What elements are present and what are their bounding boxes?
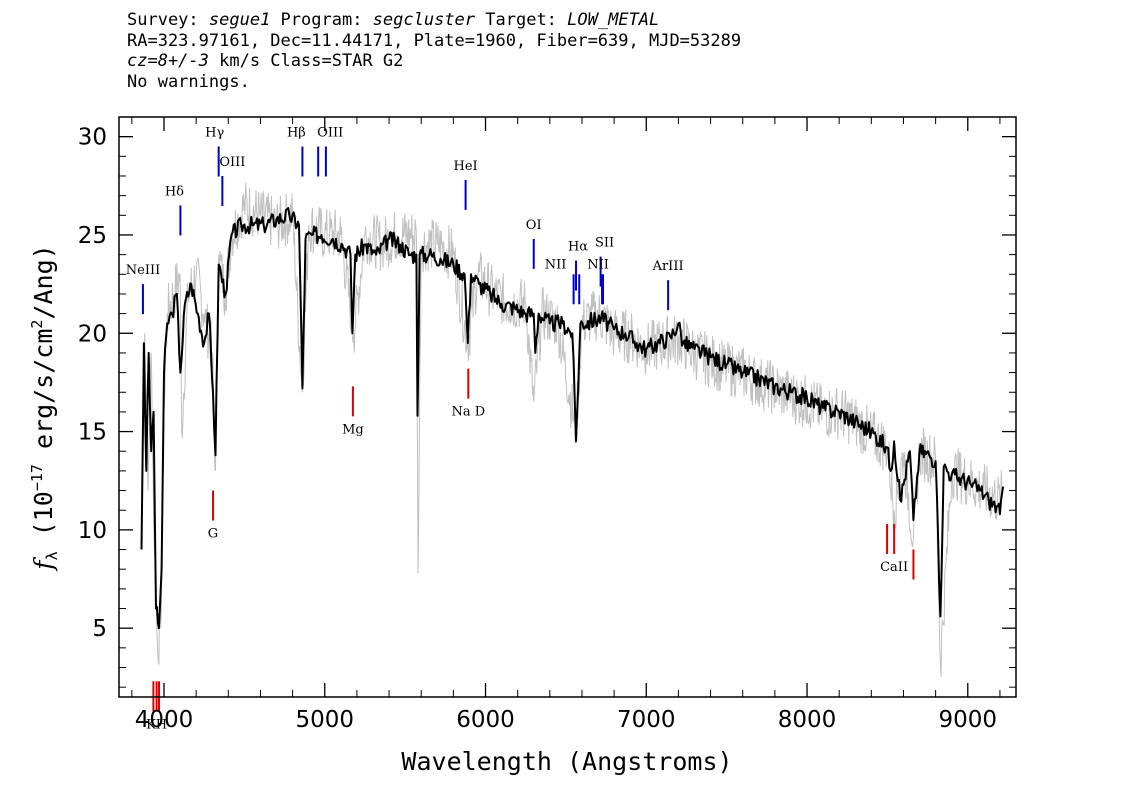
survey-label: Survey: [127,10,209,30]
target-label: Target: [475,10,568,30]
x-tick-label-0: 4000 [135,707,194,733]
line-label-0: NeIII [126,263,160,278]
raw-flux-line [141,182,1004,677]
y-axis-title: fλ (10−17 erg/s/cm2/Ang) [28,244,61,571]
x-tick-label-5: 9000 [939,707,998,733]
axis-ticks: 4000 5000 6000 7000 8000 9000 5 10 15 20 25 30 [78,116,1016,733]
y-tick-label-2: 15 [78,420,107,446]
survey-value: segue1 [208,10,271,30]
line-label-19: G [208,527,218,542]
header-line-survey: Survey: segue1 Program: segcluster Targe… [127,10,741,31]
x-tick-label-2: 6000 [456,707,515,733]
target-value: LOW_METAL [567,10,660,30]
x-tick-label-3: 7000 [617,707,676,733]
header-line-warnings: No warnings. [127,71,250,92]
header-line-redshift: cz=8+/-3 km/s Class=STAR G2 [127,51,741,72]
line-label-8: OI [526,218,542,233]
line-label-9: NII [545,257,567,272]
line-label-2: Hγ [205,126,224,141]
y-tick-label-0: 5 [92,616,107,642]
redshift-value: cz=8+/-3 [127,51,209,71]
spectrum-header: Survey: segue1 Program: segcluster Targe… [127,10,741,92]
line-label-13: NII [587,257,609,272]
y-tick-label-3: 20 [78,321,107,347]
x-tick-label-1: 5000 [295,707,354,733]
line-label-12: SII [595,236,614,251]
x-tick-label-4: 8000 [778,707,837,733]
line-label-23: CaII [880,560,908,575]
line-label-15: ArIII [652,259,684,274]
program-value: segcluster [372,10,476,30]
line-label-7: HeI [454,159,478,174]
line-label-10: Hα [568,240,588,255]
y-tick-label-1: 10 [78,518,107,544]
y-tick-label-4: 25 [78,223,107,249]
x-axis-title: Wavelength (Angstroms) [401,747,732,776]
header-line-coordinates: RA=323.97161, Dec=11.44171, Plate=1960, … [127,30,742,51]
plot-frame [118,116,1017,698]
line-label-3: OIII [219,155,245,170]
smoothed-flux-line [140,207,1005,630]
line-label-4: Hβ [287,126,306,141]
raw-flux-series [141,182,1004,677]
program-label: Program: [270,10,373,30]
y-tick-label-5: 30 [78,125,107,151]
line-label-5: OIII [317,126,343,141]
smoothed-flux-series [140,207,1005,630]
line-label-20: Mg [342,422,364,437]
class-value: km/s Class=STAR G2 [208,51,404,71]
line-label-17: KH [146,717,167,732]
line-label-1: Hδ [165,185,184,200]
line-label-21: Na D [451,405,485,420]
